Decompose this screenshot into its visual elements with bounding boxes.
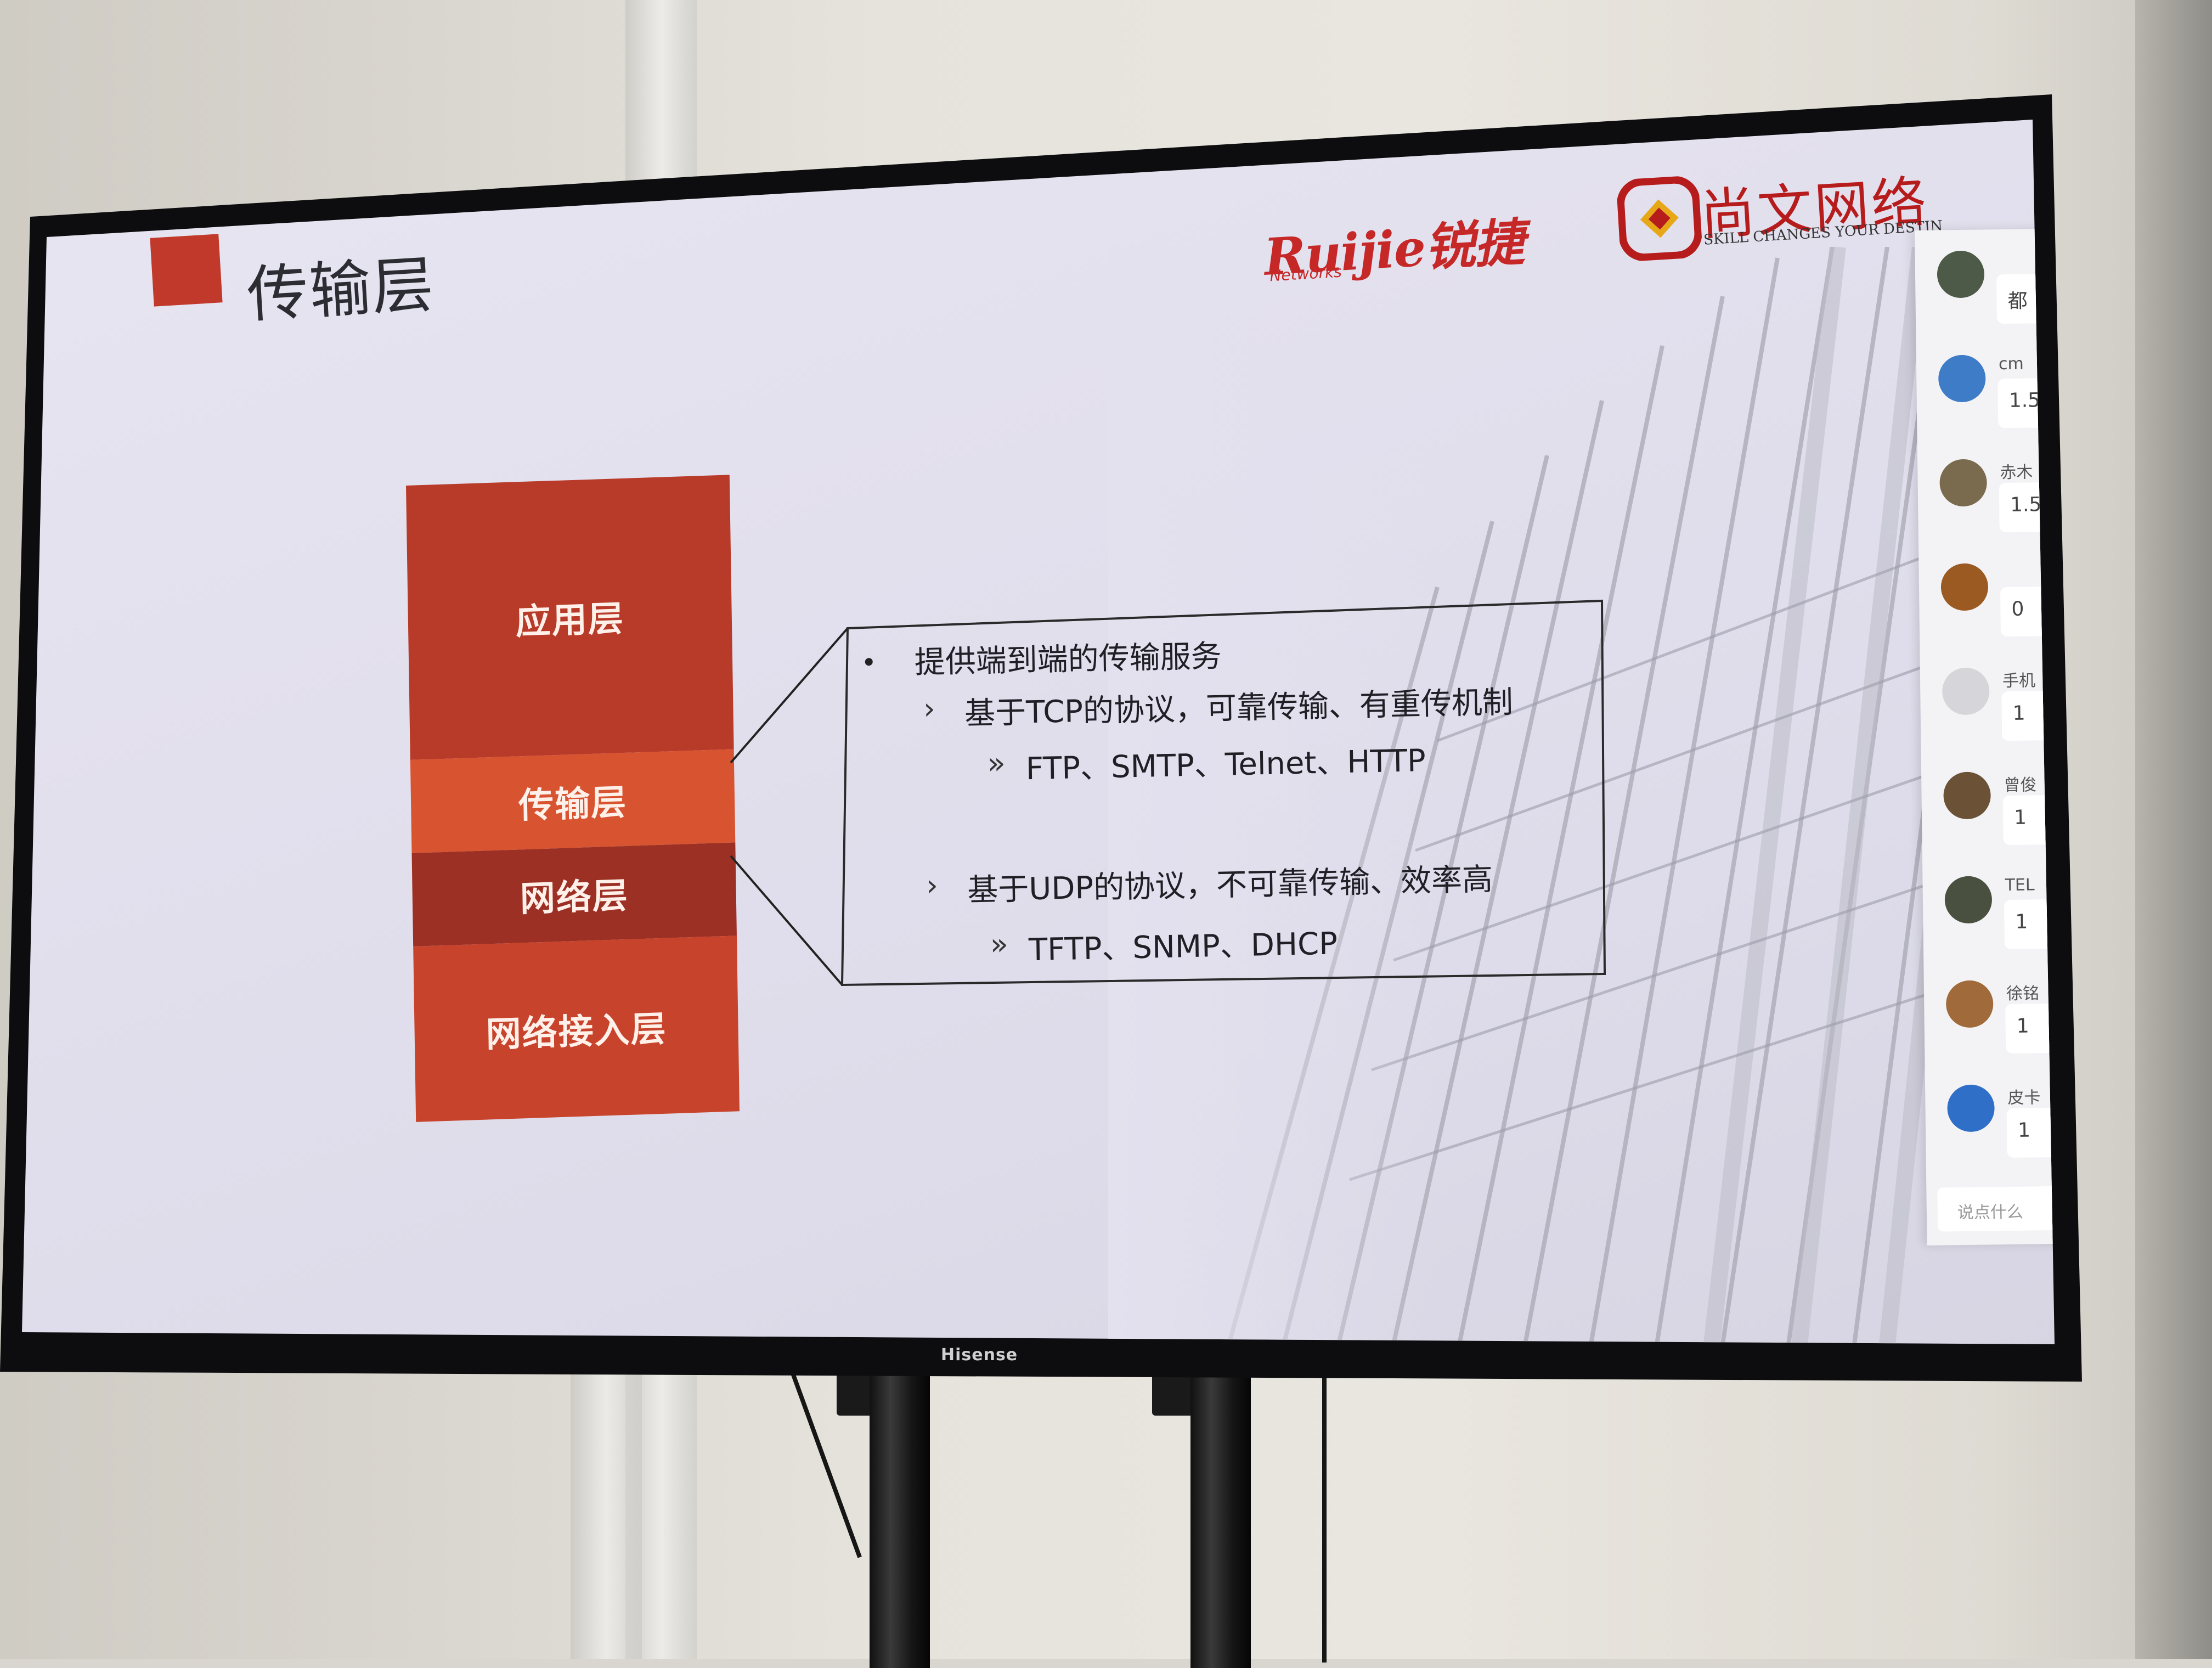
default-user-icon	[1942, 667, 1990, 715]
chat-message: TEL 1	[1922, 865, 2055, 968]
info-udp-examples: TFTP、SNMP、DHCP	[1028, 926, 1338, 968]
chat-username: 徐铭	[2006, 984, 2040, 1004]
chat-text: 1.5	[2010, 493, 2042, 516]
user-avatar	[1939, 459, 1988, 507]
stand-pole-left	[870, 1361, 930, 1668]
tv-brand-logo: Hisense	[941, 1345, 1018, 1365]
chat-username: 皮卡	[2007, 1088, 2041, 1108]
info-tcp-line: 基于TCP的协议，可靠传输、有重传机制	[964, 684, 1514, 732]
chat-message: 曾俊 1	[1921, 761, 2055, 864]
user-avatar	[1938, 354, 1986, 403]
chat-text: 1	[2013, 806, 2027, 829]
chat-bubble	[2006, 1107, 2055, 1158]
chat-username: cm	[1998, 354, 2024, 374]
info-udp-line: 基于UDP的协议，不可靠传输、效率高	[967, 861, 1493, 909]
chat-bubble	[2004, 899, 2055, 950]
chat-text: 1	[2017, 1119, 2031, 1142]
info-tcp-examples: FTP、SMTP、Telnet、HTTP	[1025, 742, 1426, 787]
chat-text: 1	[2012, 702, 2025, 725]
sub-marker: ›	[923, 691, 936, 726]
user-avatar	[1937, 250, 1985, 298]
chat-input-placeholder: 说点什么	[1957, 1202, 2024, 1223]
cable	[1322, 1377, 1327, 1663]
chat-text: 0	[2011, 598, 2024, 621]
user-avatar	[1944, 876, 1993, 924]
stand-bracket-right	[1152, 1372, 1196, 1416]
chat-text: 1	[2015, 910, 2028, 933]
user-avatar	[1943, 771, 1991, 820]
chat-message: 皮卡 1	[1925, 1074, 2055, 1177]
user-avatar	[1945, 980, 1994, 1028]
shangwen-emblem-icon	[1617, 176, 1702, 262]
bullet-dot	[865, 658, 873, 666]
user-avatar	[1947, 1084, 1995, 1132]
transport-info-box: 提供端到端的传输服务 › 基于TCP的协议，可靠传输、有重传机制 » FTP、S…	[848, 585, 1610, 968]
stand-pole-right	[1190, 1361, 1251, 1668]
chat-text: 1	[2016, 1015, 2029, 1038]
wall-seam-lower	[571, 1372, 642, 1659]
subsub-marker: »	[987, 746, 1006, 781]
user-avatar	[1940, 563, 1989, 611]
sub-marker: ›	[926, 867, 939, 903]
chat-username: 手机	[2002, 671, 2036, 691]
chat-username: 赤木	[2000, 463, 2033, 483]
chat-text: 都	[2007, 290, 2028, 313]
window-frame	[2135, 0, 2212, 1659]
chat-bubble	[2005, 1003, 2055, 1054]
chat-username: 曾俊	[2004, 775, 2037, 796]
chat-username: TEL	[2005, 875, 2035, 895]
chat-text: 1.5	[2008, 389, 2041, 412]
info-bullet: 提供端到端的传输服务	[914, 638, 1222, 681]
chat-message: 手机 1	[1920, 657, 2055, 760]
chat-message: 徐铭 1	[1923, 970, 2055, 1073]
subsub-marker: »	[990, 926, 1009, 962]
